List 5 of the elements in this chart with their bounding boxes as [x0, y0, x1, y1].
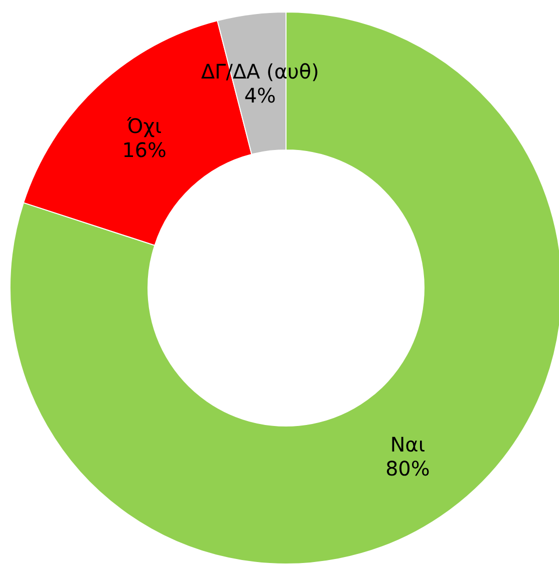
data-label: 4% — [244, 84, 276, 108]
slice-label: Ναι — [390, 432, 426, 456]
slice-label: Όχι — [126, 114, 162, 138]
data-label: 80% — [385, 456, 430, 480]
data-label: 16% — [122, 138, 167, 162]
